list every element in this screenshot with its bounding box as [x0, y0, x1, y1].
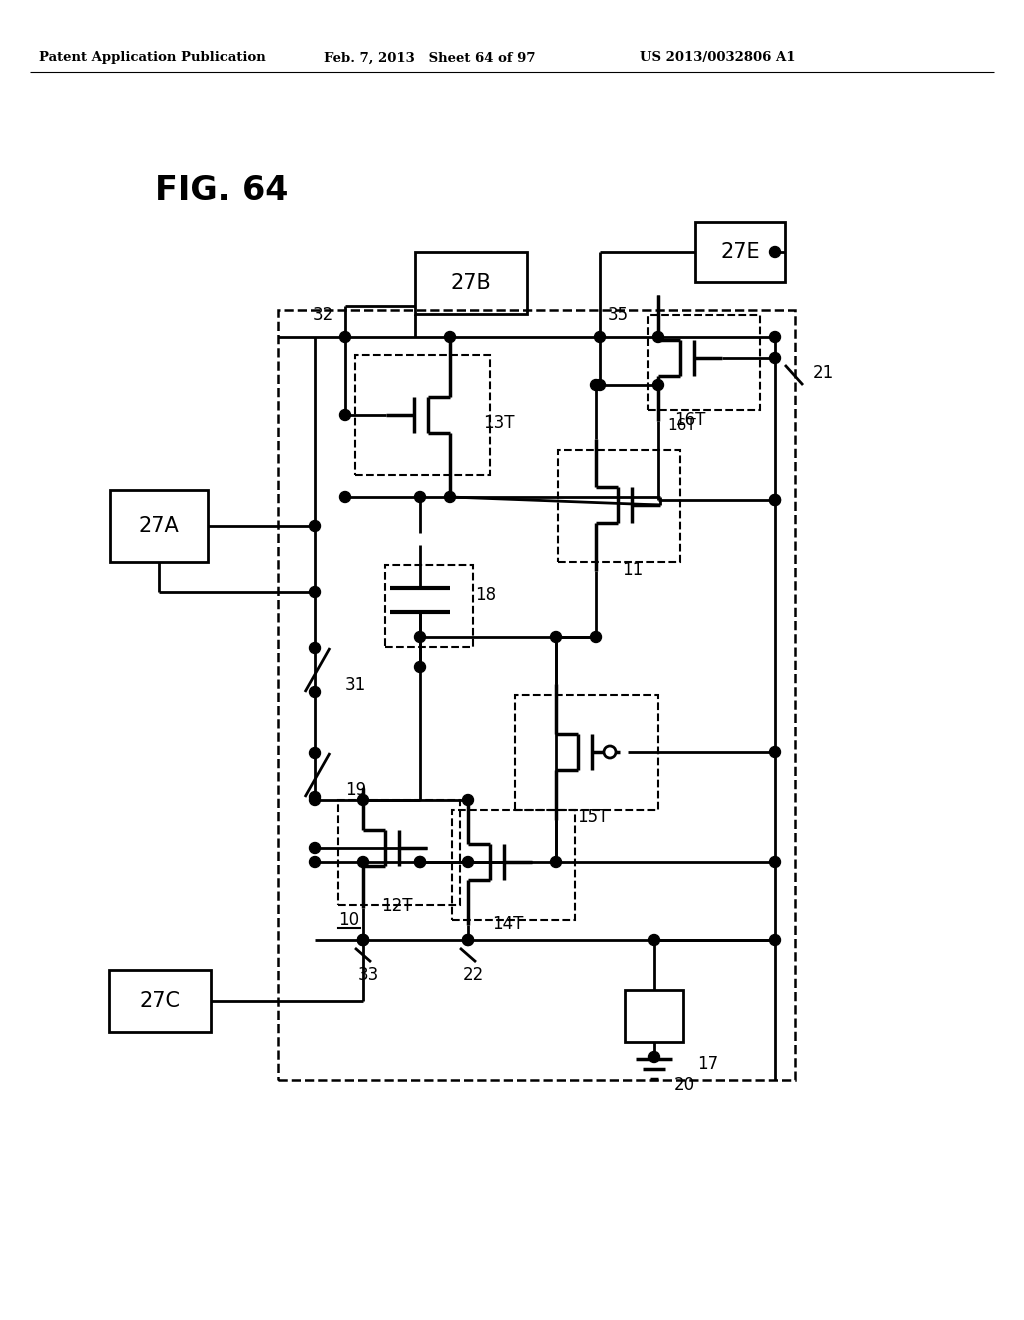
Text: Feb. 7, 2013   Sheet 64 of 97: Feb. 7, 2013 Sheet 64 of 97	[325, 51, 536, 65]
Circle shape	[769, 352, 780, 363]
Bar	[278, 310, 795, 1080]
Text: 14T: 14T	[493, 915, 523, 933]
Circle shape	[309, 643, 321, 653]
Text: 20: 20	[674, 1076, 695, 1094]
Circle shape	[415, 631, 426, 643]
Circle shape	[357, 935, 369, 945]
Circle shape	[769, 747, 780, 758]
Bar	[338, 800, 460, 906]
Text: 27B: 27B	[451, 273, 492, 293]
Circle shape	[444, 331, 456, 342]
Circle shape	[595, 331, 605, 342]
Circle shape	[551, 631, 561, 643]
Text: 35: 35	[608, 306, 629, 323]
Bar	[109, 970, 211, 1032]
Text: FIG. 64: FIG. 64	[155, 173, 289, 206]
Circle shape	[463, 935, 473, 945]
Circle shape	[769, 331, 780, 342]
Circle shape	[652, 331, 664, 342]
Text: 19: 19	[345, 781, 367, 799]
Circle shape	[604, 746, 616, 758]
Text: US 2013/0032806 A1: US 2013/0032806 A1	[640, 51, 796, 65]
Circle shape	[309, 686, 321, 697]
Circle shape	[309, 747, 321, 759]
Text: 27C: 27C	[139, 991, 180, 1011]
Text: 16T: 16T	[668, 418, 696, 433]
Circle shape	[769, 857, 780, 867]
Circle shape	[463, 935, 473, 945]
Circle shape	[463, 857, 473, 867]
Circle shape	[648, 1052, 659, 1063]
Circle shape	[591, 380, 601, 391]
Text: Patent Application Publication: Patent Application Publication	[39, 51, 265, 65]
Text: 10: 10	[338, 911, 359, 929]
Bar	[110, 490, 208, 562]
Circle shape	[340, 331, 350, 342]
Text: 13T: 13T	[483, 414, 514, 432]
Circle shape	[309, 520, 321, 532]
Text: 15T: 15T	[578, 808, 608, 826]
Text: 11: 11	[623, 561, 644, 579]
Bar	[558, 450, 680, 562]
Circle shape	[309, 795, 321, 805]
Circle shape	[444, 491, 456, 503]
Circle shape	[769, 247, 780, 257]
Bar	[385, 565, 473, 647]
Circle shape	[551, 857, 561, 867]
Bar	[452, 810, 575, 920]
Circle shape	[309, 842, 321, 854]
Bar	[355, 355, 490, 475]
Circle shape	[769, 495, 780, 506]
Text: 32: 32	[312, 306, 334, 323]
Circle shape	[648, 935, 659, 945]
Text: 12T: 12T	[381, 898, 413, 915]
Circle shape	[309, 857, 321, 867]
Text: 27E: 27E	[720, 242, 760, 261]
Text: 27A: 27A	[138, 516, 179, 536]
Text: 22: 22	[463, 966, 483, 983]
Circle shape	[357, 935, 369, 945]
Circle shape	[463, 795, 473, 805]
Circle shape	[769, 495, 780, 506]
Text: 16T: 16T	[675, 411, 706, 429]
Bar	[695, 222, 785, 282]
Circle shape	[415, 661, 426, 672]
Circle shape	[357, 857, 369, 867]
Circle shape	[591, 631, 601, 643]
Circle shape	[309, 792, 321, 803]
Bar	[625, 990, 683, 1041]
Bar	[648, 315, 760, 411]
Circle shape	[340, 409, 350, 421]
Circle shape	[415, 857, 426, 867]
Circle shape	[769, 935, 780, 945]
Text: 17: 17	[697, 1055, 718, 1073]
Circle shape	[357, 795, 369, 805]
Text: 33: 33	[357, 966, 379, 983]
Circle shape	[340, 491, 350, 503]
Circle shape	[652, 380, 664, 391]
Bar	[415, 252, 527, 314]
Circle shape	[309, 586, 321, 598]
Circle shape	[357, 935, 369, 945]
Text: 18: 18	[475, 586, 496, 605]
Circle shape	[415, 491, 426, 503]
Circle shape	[595, 380, 605, 391]
Text: 21: 21	[813, 364, 835, 381]
Text: 31: 31	[345, 676, 367, 694]
Circle shape	[415, 857, 426, 867]
Bar	[515, 696, 658, 810]
